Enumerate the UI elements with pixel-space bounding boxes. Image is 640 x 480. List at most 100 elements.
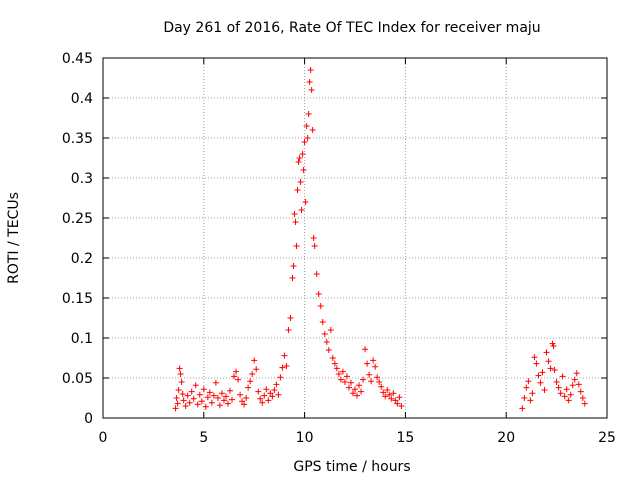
data-point — [305, 111, 312, 117]
data-point — [172, 405, 179, 412]
data-point — [579, 395, 586, 401]
data-point — [235, 376, 242, 383]
data-point — [519, 405, 526, 412]
data-point — [294, 187, 301, 193]
data-point — [190, 395, 197, 402]
data-point — [218, 390, 225, 397]
data-point — [180, 397, 187, 404]
data-point — [269, 393, 276, 400]
data-point — [557, 390, 564, 397]
data-point — [176, 365, 183, 372]
data-point — [196, 391, 203, 398]
data-point — [182, 403, 189, 409]
data-point — [327, 327, 334, 333]
data-point — [341, 379, 348, 385]
data-point — [366, 371, 373, 378]
data-point — [317, 303, 324, 309]
data-point — [208, 399, 215, 406]
data-point — [306, 79, 313, 85]
data-point — [339, 368, 346, 375]
data-point — [293, 243, 300, 249]
data-point — [173, 395, 180, 401]
data-point — [257, 395, 264, 402]
data-point — [561, 393, 568, 400]
y-tick-label: 0.2 — [71, 251, 93, 267]
data-point — [398, 403, 405, 409]
data-point — [539, 369, 546, 376]
data-point — [281, 352, 288, 359]
data-point — [184, 392, 191, 399]
data-point — [577, 388, 584, 395]
data-point — [550, 343, 557, 349]
data-point — [356, 382, 363, 389]
data-point — [243, 395, 250, 401]
data-point — [384, 387, 391, 393]
data-point — [265, 397, 272, 404]
data-point — [323, 339, 330, 345]
data-point — [212, 379, 219, 386]
data-point — [569, 382, 576, 389]
data-point — [394, 400, 401, 407]
x-tick-label: 0 — [99, 430, 108, 446]
data-point — [343, 373, 350, 380]
data-point — [179, 391, 186, 397]
data-point — [214, 395, 221, 401]
data-point — [575, 381, 582, 388]
data-point — [321, 331, 328, 337]
data-point — [198, 398, 205, 405]
data-point — [255, 388, 262, 395]
data-point — [563, 386, 570, 393]
x-tick-label: 15 — [396, 430, 414, 446]
data-point — [527, 397, 534, 404]
data-point — [174, 400, 181, 407]
data-point — [382, 393, 389, 400]
data-point — [315, 291, 322, 297]
data-point — [368, 378, 375, 385]
data-point — [261, 392, 268, 399]
data-point — [545, 358, 552, 365]
data-point — [220, 397, 227, 404]
data-point — [186, 399, 193, 406]
x-tick-label: 20 — [497, 430, 515, 446]
data-point — [310, 235, 317, 241]
data-point — [285, 327, 292, 333]
data-point — [331, 360, 338, 367]
data-point — [337, 376, 344, 383]
data-point — [222, 393, 229, 400]
data-point — [229, 396, 236, 403]
data-point — [206, 389, 213, 396]
data-point — [354, 392, 361, 399]
data-point — [298, 207, 305, 213]
data-point — [333, 365, 340, 372]
data-point — [283, 363, 290, 369]
tick-labels: 0 5 10 15 20 25 0 0.05 0.1 0.15 0.2 0.25 0.3 0.35 0.4 0… — [62, 51, 616, 446]
data-point — [249, 371, 256, 377]
data-point — [362, 346, 369, 353]
data-point — [200, 386, 207, 393]
data-point — [289, 275, 296, 281]
data-point — [390, 390, 397, 397]
data-point — [233, 368, 240, 375]
data-point — [188, 388, 195, 395]
data-point — [287, 315, 294, 321]
data-point — [239, 398, 246, 405]
data-point — [296, 155, 303, 161]
data-point — [175, 387, 182, 393]
data-point — [541, 387, 548, 393]
data-point — [325, 347, 332, 353]
data-point — [275, 391, 282, 398]
data-point — [178, 379, 185, 385]
data-point — [345, 384, 352, 391]
y-tick-label: 0.35 — [62, 131, 93, 147]
data-point — [177, 371, 184, 377]
data-point — [523, 384, 530, 391]
y-tick-label: 0.1 — [71, 331, 93, 347]
data-point — [388, 395, 395, 402]
data-point — [380, 389, 387, 396]
data-point — [271, 387, 278, 393]
data-point — [547, 365, 554, 372]
data-point — [192, 382, 199, 389]
data-point — [292, 219, 299, 225]
data-point — [573, 370, 580, 377]
y-tick-label: 0.05 — [62, 371, 93, 387]
